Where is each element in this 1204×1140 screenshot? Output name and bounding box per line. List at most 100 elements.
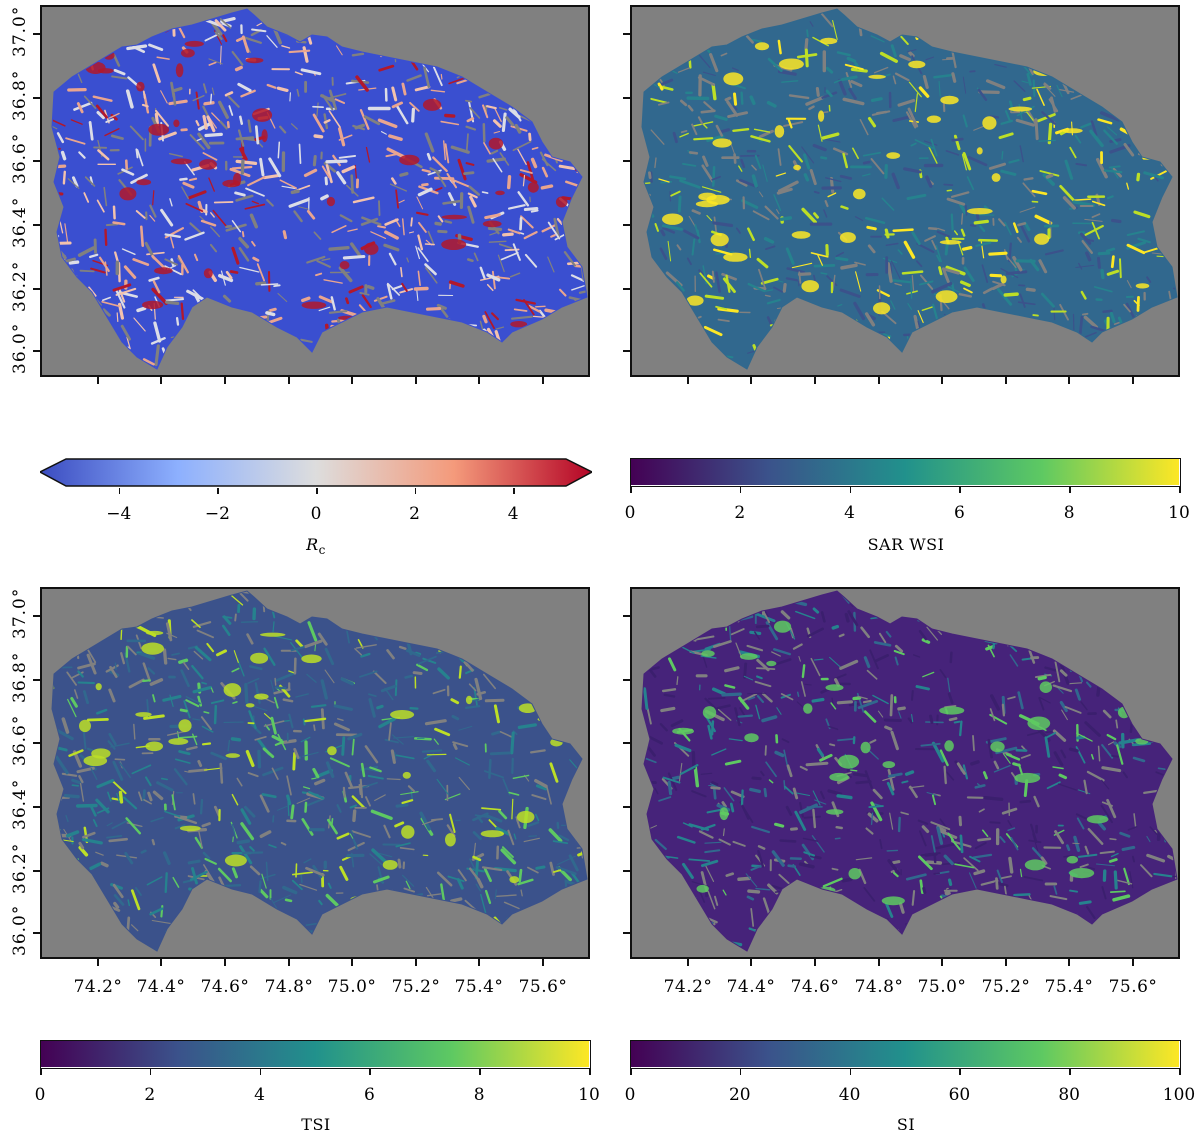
terrain-stroke [958,815,962,827]
terrain-stroke [208,58,223,65]
terrain-stroke [369,924,377,935]
terrain-stroke [147,791,153,802]
terrain-stroke [1020,348,1027,358]
lon-tick-mark [160,377,162,384]
terrain-stroke [1097,608,1114,613]
terrain-stroke [1114,66,1124,79]
terrain-stroke [488,240,507,243]
terrain-stroke [688,151,699,155]
highlight-patch [482,220,502,228]
terrain-stroke [959,280,971,288]
terrain-stroke [1103,935,1110,940]
terrain-stroke [78,151,86,159]
lat-tick-mark [33,288,40,290]
terrain-stroke [642,241,648,256]
terrain-stroke [1054,661,1061,683]
terrain-stroke [88,609,100,615]
terrain-stroke [534,644,543,653]
terrain-stroke [544,351,566,359]
terrain-stroke [827,192,837,198]
terrain-stroke [763,236,775,244]
terrain-stroke [252,256,260,262]
terrain-stroke [786,267,806,274]
terrain-stroke [504,600,509,620]
terrain-stroke [77,943,84,951]
terrain-stroke [348,26,364,34]
terrain-stroke [976,783,983,788]
terrain-stroke [194,646,212,662]
terrain-stroke [412,671,423,675]
terrain-stroke [759,956,774,957]
terrain-stroke [1085,251,1092,262]
terrain-stroke [432,359,435,367]
terrain-stroke [154,112,160,127]
terrain-stroke [982,29,989,32]
terrain-stroke [179,177,188,181]
terrain-stroke [935,18,939,32]
terrain-stroke [1110,167,1119,179]
terrain-stroke [993,760,1000,770]
lon-tick-mark [1005,959,1007,966]
terrain-stroke [772,367,788,369]
terrain-stroke [196,13,205,18]
terrain-stroke [1026,731,1041,737]
terrain-stroke [787,119,793,129]
terrain-stroke [995,877,999,890]
terrain-stroke [394,593,397,609]
terrain-stroke [911,613,922,619]
terrain-stroke [202,105,209,117]
terrain-stroke [741,199,759,209]
terrain-stroke [501,112,507,133]
terrain-stroke [993,764,1011,773]
terrain-stroke [659,921,681,932]
terrain-stroke [1057,58,1066,64]
terrain-stroke [762,956,774,957]
terrain-stroke [186,289,204,301]
terrain-stroke [808,105,815,111]
terrain-stroke [1028,598,1042,601]
terrain-stroke [674,591,677,597]
highlight-patch [261,129,268,143]
terrain-stroke [1025,287,1036,292]
terrain-stroke [718,607,725,611]
terrain-stroke [465,125,476,131]
terrain-stroke [552,628,562,642]
terrain-stroke [130,924,139,932]
terrain-stroke [972,624,975,639]
terrain-stroke [952,894,961,899]
rc-colorbar [40,458,592,488]
terrain-stroke [234,65,243,72]
terrain-stroke [975,241,992,247]
terrain-stroke [398,645,407,650]
terrain-stroke [868,357,887,369]
terrain-stroke [306,209,316,220]
terrain-stroke [383,243,400,252]
terrain-stroke [664,855,679,859]
terrain-stroke [208,61,217,66]
terrain-stroke [1075,732,1093,742]
terrain-stroke [1110,255,1115,269]
terrain-stroke [1154,214,1169,230]
terrain-stroke [424,606,447,612]
terrain-stroke [853,301,866,321]
terrain-stroke [1154,324,1166,330]
terrain-stroke [260,283,279,286]
terrain-stroke [677,946,693,950]
terrain-stroke [680,915,687,929]
terrain-stroke [762,9,772,12]
terrain-stroke [105,611,109,624]
terrain-stroke [270,679,275,695]
terrain-stroke [345,911,352,929]
terrain-stroke [577,663,582,685]
terrain-stroke [1150,310,1164,317]
terrain-stroke [648,171,652,179]
terrain-stroke [653,594,660,618]
terrain-stroke [1172,152,1177,170]
terrain-stroke [427,230,435,245]
terrain-stroke [268,844,277,849]
terrain-stroke [355,75,369,92]
terrain-stroke [712,221,734,228]
terrain-stroke [484,698,505,703]
terrain-stroke [1176,742,1177,752]
terrain-stroke [822,877,843,888]
